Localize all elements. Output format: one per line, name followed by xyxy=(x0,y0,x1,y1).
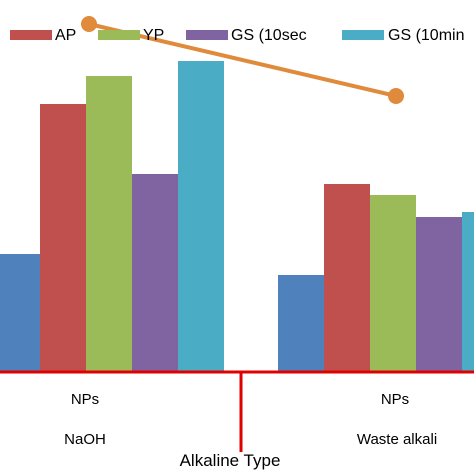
line-series xyxy=(88,22,397,98)
bars-layer xyxy=(0,61,474,372)
line-point-0 xyxy=(81,16,97,32)
bar-series-1-group-1 xyxy=(324,184,370,372)
bar-series-2-group-1 xyxy=(370,195,416,372)
bar-series-3-group-0 xyxy=(132,174,178,372)
bar-series-0-group-0 xyxy=(0,254,40,372)
bar-series-4-group-0 xyxy=(178,61,224,372)
group-sublabel-1: NPs xyxy=(381,391,409,408)
group-label-0: NaOH xyxy=(64,431,106,448)
legend: AP YP GS (10sec GS (10min xyxy=(10,27,464,44)
legend-swatch-gs-10sec xyxy=(186,30,228,40)
bar-series-0-group-1 xyxy=(278,275,324,372)
legend-label-yp: YP xyxy=(143,27,164,44)
legend-label-ap: AP xyxy=(55,27,76,44)
legend-swatch-gs-10min xyxy=(342,30,384,40)
axis-layer: NPs NaOH NPs Waste alkali Alkaline Type xyxy=(0,370,474,470)
legend-label-gs-10min: GS (10min xyxy=(388,27,464,44)
bar-series-4-group-1 xyxy=(462,212,474,372)
group-sublabel-0: NPs xyxy=(71,391,99,408)
line-point-1 xyxy=(388,88,404,104)
line-layer xyxy=(81,16,404,104)
x-axis-title: Alkaline Type xyxy=(180,451,281,470)
legend-swatch-yp xyxy=(98,30,140,40)
group-label-1: Waste alkali xyxy=(357,431,437,448)
bar-series-1-group-0 xyxy=(40,104,86,372)
legend-swatch-ap xyxy=(10,30,52,40)
bar-series-2-group-0 xyxy=(86,76,132,372)
legend-label-gs-10sec: GS (10sec xyxy=(231,27,307,44)
bar-series-3-group-1 xyxy=(416,217,462,372)
